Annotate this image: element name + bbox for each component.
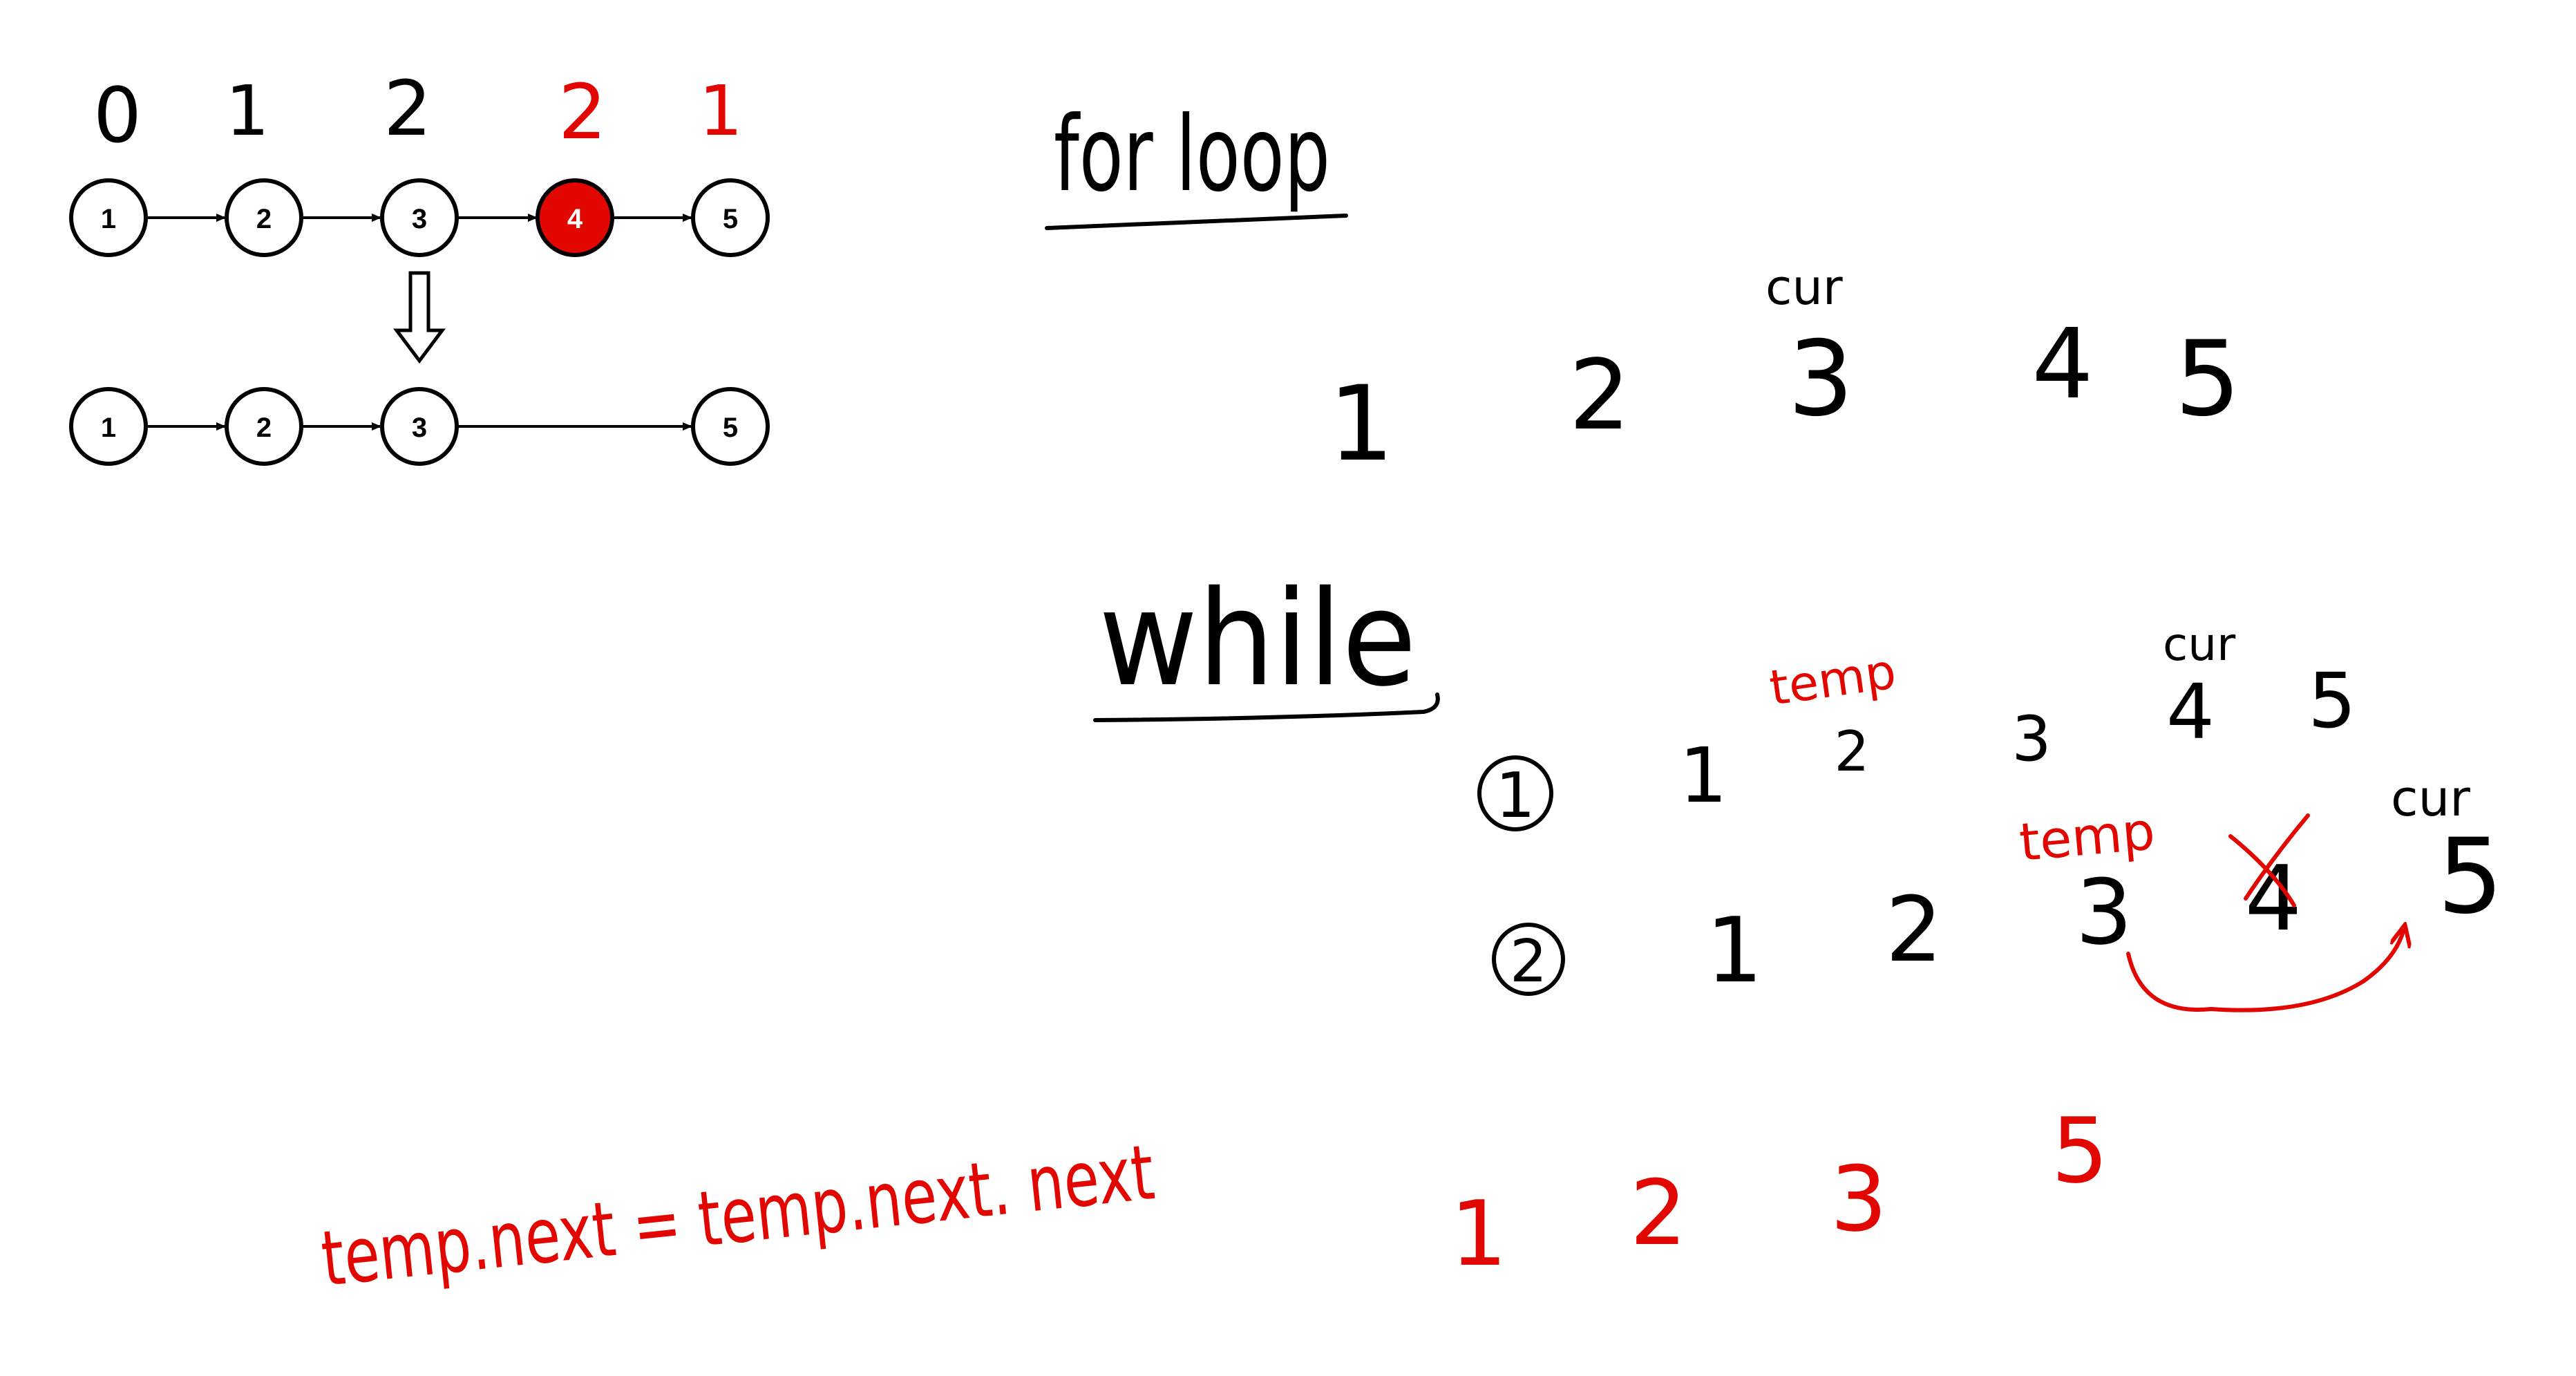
step1-value: 2: [1835, 719, 1870, 784]
step1-value: 1: [1679, 731, 1727, 820]
for-loop-value: 4: [2032, 308, 2093, 421]
index-label: 1: [699, 70, 743, 151]
cur-label: cur: [2163, 618, 2236, 671]
removed-node: 4: [536, 178, 614, 257]
list-node: 2: [225, 178, 303, 257]
index-label: 2: [383, 64, 432, 153]
cross-out-mark: [2228, 813, 2310, 907]
step2-value: 4: [2245, 846, 2302, 951]
index-label: 2: [558, 68, 607, 156]
for-loop-value: 3: [1788, 319, 1853, 440]
svg-text:3: 3: [412, 204, 427, 234]
index-label: 1: [225, 70, 269, 151]
step-marker-circle: [1477, 755, 1553, 831]
step2-value: 3: [2076, 860, 2133, 965]
temp-label: temp: [1766, 643, 1900, 717]
code-note: temp.next = temp.next. next: [317, 1128, 1158, 1303]
step2-value: 5: [2437, 817, 2503, 937]
result-value: 2: [1630, 1160, 1687, 1265]
result-list: 1 2 3 5: [1450, 1098, 2109, 1286]
for-loop-value: 1: [1328, 364, 1394, 484]
svg-text:2: 2: [256, 204, 272, 234]
svg-text:3: 3: [412, 413, 427, 443]
result-value: 1: [1450, 1181, 1508, 1286]
result-value: 5: [2052, 1098, 2109, 1203]
svg-text:4: 4: [567, 204, 583, 234]
step-marker: 1: [1495, 760, 1535, 832]
down-arrow-icon: [393, 271, 446, 364]
list-node: 5: [691, 178, 770, 257]
step1-value: 4: [2166, 668, 2215, 756]
heading-underline: [1093, 692, 1440, 722]
for-loop-heading: for loop: [1054, 95, 1330, 215]
step1-value: 3: [2011, 703, 2051, 775]
step1-value: 5: [2308, 657, 2356, 745]
svg-text:1: 1: [101, 413, 116, 443]
for-loop-notes: for loop cur 1 2 3 4 5: [1045, 95, 2241, 484]
svg-text:2: 2: [256, 413, 272, 443]
svg-text:1: 1: [101, 204, 116, 234]
for-loop-value: 2: [1569, 339, 1630, 452]
skip-link-arrow: [2126, 926, 2405, 1012]
list-node: 1: [69, 387, 148, 466]
while-heading: while: [1099, 563, 1417, 715]
svg-text:5: 5: [723, 204, 738, 234]
temp-label: temp: [2017, 800, 2157, 873]
step-marker-circle: [1492, 923, 1565, 996]
step2-value: 1: [1706, 898, 1763, 1003]
heading-underline: [1045, 214, 1348, 230]
list-node: 3: [380, 178, 459, 257]
list-node: 5: [691, 387, 770, 466]
list-node: 2: [225, 387, 303, 466]
list-node: 1: [69, 178, 148, 257]
step-marker: 2: [1510, 927, 1547, 996]
linked-list-diagram: 0 1 2 2 1 1 2 3 4 5: [69, 64, 770, 466]
cur-label: cur: [1765, 259, 1843, 316]
list-node: 3: [380, 387, 459, 466]
step2-value: 2: [1886, 877, 1943, 982]
while-notes: while cur temp 1 1 2 3 4 5 2 1 2 3 4 5 t…: [1093, 563, 2503, 1012]
result-value: 3: [1830, 1147, 1888, 1252]
for-loop-value: 5: [2175, 319, 2240, 440]
index-label: 0: [93, 71, 142, 160]
index-labels: 0 1 2 2 1: [93, 64, 743, 160]
svg-text:5: 5: [723, 413, 738, 443]
cur-label: cur: [2391, 769, 2470, 827]
